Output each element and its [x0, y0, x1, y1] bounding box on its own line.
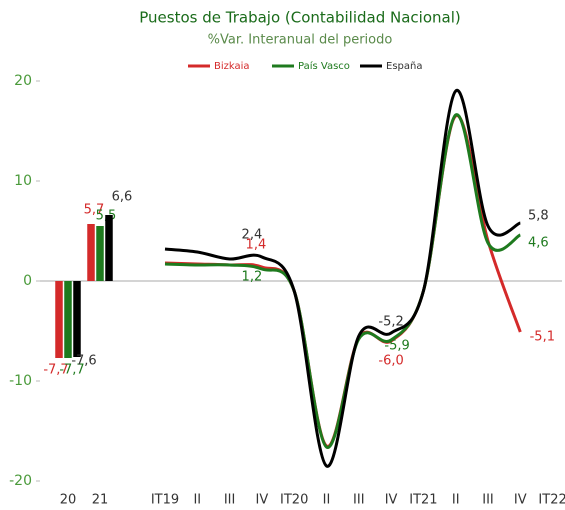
bar: [73, 281, 81, 357]
x-tick-label: II: [452, 493, 460, 508]
x-tick-label: II: [193, 493, 201, 508]
chart-title: Puestos de Trabajo (Contabilidad Naciona…: [139, 9, 460, 27]
y-tick-label: 10: [14, 173, 32, 189]
line: [164, 89, 521, 468]
x-tick-label: IV: [385, 493, 398, 508]
chart-subtitle: %Var. Interanual del periodo: [208, 33, 393, 48]
x-tick-label: IT22: [538, 493, 565, 508]
x-tick-label: IT20: [280, 493, 308, 508]
y-tick-label: -10: [9, 373, 32, 389]
value-label: -5,2: [378, 315, 403, 330]
bar: [87, 224, 95, 281]
y-tick-label: 20: [14, 73, 32, 89]
x-tick-label: III: [353, 493, 365, 508]
x-tick-label: IV: [514, 493, 527, 508]
legend-label: España: [386, 61, 422, 72]
value-label: 6,6: [112, 190, 133, 205]
y-tick-label: -20: [9, 473, 32, 489]
x-tick-label: IV: [256, 493, 269, 508]
x-tick-label: IT19: [151, 493, 179, 508]
value-label: -6,0: [378, 354, 403, 369]
x-tick-label: III: [224, 493, 236, 508]
legend-label: País Vasco: [298, 60, 350, 72]
value-label: -7,7: [59, 363, 84, 378]
value-label: 5,8: [528, 209, 549, 224]
bar: [55, 281, 63, 358]
value-label: -5,1: [530, 330, 555, 345]
x-tick-label: IT21: [409, 493, 437, 508]
value-label: 1,2: [242, 270, 263, 285]
bar: [105, 215, 113, 281]
value-label: -7,7: [43, 363, 68, 378]
x-tick-label: III: [482, 493, 494, 508]
x-tick-label: 20: [60, 493, 77, 508]
y-tick-label: 0: [23, 273, 32, 289]
x-tick-label: II: [323, 493, 331, 508]
bar: [64, 281, 72, 358]
x-tick-label: 21: [92, 493, 109, 508]
bar: [96, 226, 104, 281]
value-label: 5,7: [84, 203, 105, 218]
value-label: 1,4: [246, 238, 267, 253]
legend-label: Bizkaia: [214, 61, 250, 72]
value-label: 2,4: [242, 228, 263, 243]
value-label: 4,6: [528, 236, 549, 251]
value-label: -5,9: [384, 339, 409, 354]
value-label: -7,6: [71, 354, 96, 369]
